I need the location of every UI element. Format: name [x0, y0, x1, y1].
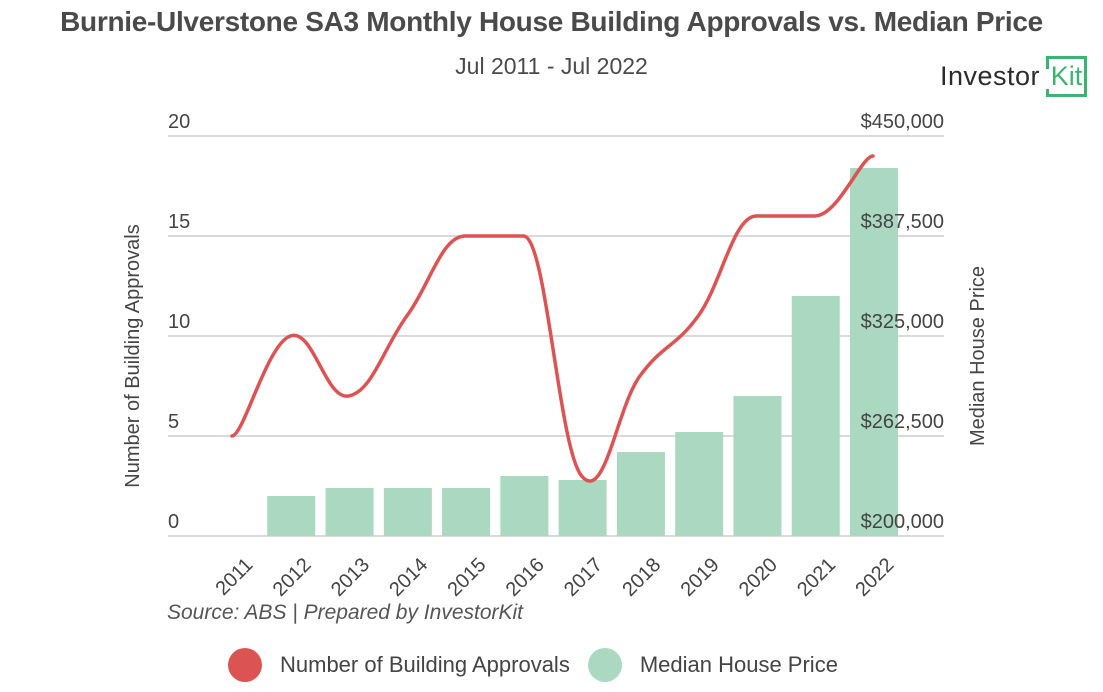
legend: Number of Building Approvals Median Hous…	[228, 648, 856, 682]
chart-subtitle: Jul 2011 - Jul 2022	[455, 53, 648, 79]
source-note: Source: ABS | Prepared by InvestorKit	[167, 601, 524, 624]
logo-text: Investor	[940, 60, 1041, 91]
x-tick-label: 2018	[618, 554, 665, 601]
left-tick-label: 15	[168, 211, 190, 233]
x-axis-ticks: 2011 2012 2013 2014 2015 2016 2017 2018 2019 2020…	[211, 554, 898, 601]
bar	[267, 496, 316, 536]
left-tick-label: 0	[168, 511, 179, 533]
x-tick-label: 2012	[269, 554, 316, 601]
approvals-line	[230, 154, 875, 483]
left-axis-label: Number of Building Approvals	[122, 224, 144, 487]
bar	[616, 452, 665, 536]
x-tick-label: 2021	[793, 554, 840, 601]
bar	[383, 488, 432, 536]
legend-item-median-price[interactable]: Median House Price	[587, 648, 838, 682]
right-tick-label: $262,500	[861, 411, 944, 433]
bar	[791, 296, 840, 536]
line-series	[230, 154, 875, 483]
bar	[675, 432, 724, 536]
legend-swatch-approvals	[228, 648, 262, 682]
bar	[500, 476, 549, 536]
logo-kit-box: Kit	[1046, 55, 1088, 97]
left-tick-label: 20	[168, 111, 190, 133]
left-tick-label: 5	[168, 411, 179, 433]
left-axis-ticks: 0 5 10 15 20	[168, 111, 190, 533]
legend-item-approvals[interactable]: Number of Building Approvals	[228, 648, 570, 682]
right-axis-label: Median House Price	[967, 266, 989, 446]
right-tick-label: $325,000	[861, 311, 944, 333]
investorkit-logo: Investor Kit	[940, 55, 1088, 97]
x-tick-label: 2019	[677, 554, 724, 601]
bar	[442, 488, 491, 536]
right-axis-ticks: $200,000 $262,500 $325,000 $387,500 $450,000	[861, 111, 944, 533]
bar	[558, 480, 607, 536]
x-tick-label: 2020	[735, 554, 782, 601]
x-tick-label: 2015	[444, 554, 491, 601]
x-tick-label: 2022	[851, 554, 898, 601]
x-tick-label: 2013	[327, 554, 374, 601]
right-tick-label: $387,500	[861, 211, 944, 233]
x-tick-label: 2011	[211, 554, 257, 600]
legend-label-approvals: Number of Building Approvals	[280, 652, 570, 677]
chart-title: Burnie-Ulverstone SA3 Monthly House Buil…	[60, 6, 1043, 37]
bar	[733, 396, 782, 536]
bar-series	[267, 168, 898, 536]
legend-label-median-price: Median House Price	[639, 652, 838, 677]
x-tick-label: 2017	[560, 554, 607, 601]
legend-swatch-median-price	[587, 648, 622, 682]
left-tick-label: 10	[168, 311, 190, 333]
bar	[325, 488, 374, 536]
bar	[850, 168, 898, 536]
x-tick-label: 2016	[502, 554, 549, 601]
right-tick-label: $450,000	[861, 111, 944, 133]
x-tick-label: 2014	[385, 554, 432, 601]
right-tick-label: $200,000	[861, 511, 944, 533]
